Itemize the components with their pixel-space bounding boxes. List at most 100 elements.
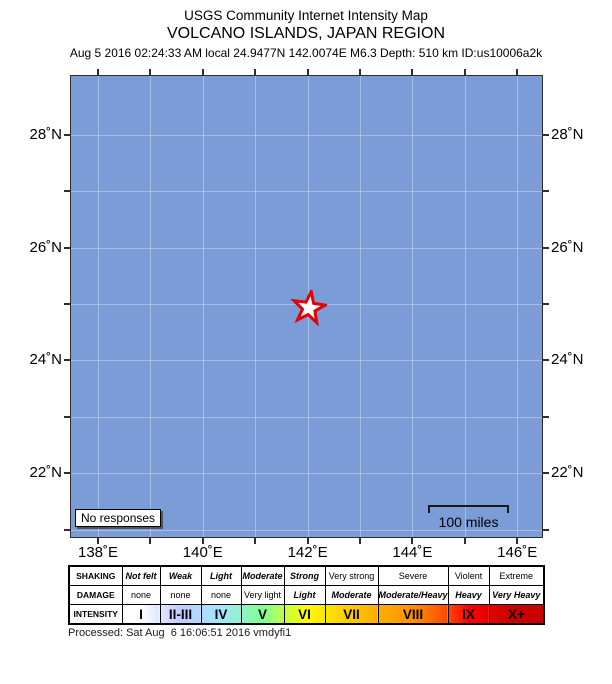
legend-row-label-shaking: SHAKING — [68, 565, 123, 586]
longitude-tick-top — [254, 68, 257, 75]
latitude-label-right: 24˚N — [551, 351, 584, 369]
damage-cell: Very light — [240, 585, 285, 605]
damage-cell: Light — [283, 585, 326, 605]
latitude-label-right: 28˚N — [551, 125, 584, 143]
no-responses-badge: No responses — [75, 509, 162, 527]
damage-cell: none — [200, 585, 242, 605]
latitude-tick-right — [543, 302, 549, 305]
shaking-cell: Weak — [159, 565, 202, 586]
latitude-label-right: 22˚N — [551, 464, 584, 482]
legend-row-label-intensity: INTENSITY — [68, 604, 123, 625]
longitude-tick-bottom — [201, 538, 204, 544]
longitude-tick-bottom — [411, 538, 414, 544]
shaking-cell: Light — [200, 565, 242, 586]
longitude-gridline — [98, 76, 99, 537]
latitude-tick-right — [543, 190, 549, 193]
intensity-cell: IV — [200, 604, 242, 625]
epicenter-star-icon — [290, 289, 327, 326]
longitude-label: 140˚E — [182, 544, 223, 561]
latitude-tick-right — [543, 472, 549, 475]
intensity-cell: IX — [447, 604, 490, 625]
latitude-tick-left — [63, 190, 70, 193]
latitude-tick-right — [543, 415, 549, 418]
intensity-legend-table: SHAKING Not felt Weak Light Moderate Str… — [68, 565, 546, 625]
latitude-tick-right — [543, 528, 549, 531]
legend-shaking-row: SHAKING Not felt Weak Light Moderate Str… — [68, 565, 545, 586]
shaking-cell: Strong — [283, 565, 326, 586]
longitude-gridline — [464, 76, 466, 537]
latitude-gridline — [71, 191, 542, 193]
latitude-tick-left — [63, 133, 70, 136]
latitude-label-left: 28˚N — [29, 125, 62, 143]
legend-intensity-row: INTENSITY I II-III IV V VI VII VIII IX X… — [68, 604, 545, 625]
shaking-cell: Moderate — [240, 565, 285, 586]
longitude-tick-top — [201, 68, 204, 75]
damage-cell: Heavy — [447, 585, 490, 605]
shaking-cell: Not felt — [121, 565, 161, 586]
latitude-tick-left — [63, 415, 70, 418]
damage-cell: Moderate/Heavy — [377, 585, 449, 605]
event-info-line: Aug 5 2016 02:24:33 AM local 24.9477N 14… — [69, 46, 543, 60]
intensity-cell: V — [240, 604, 285, 625]
longitude-tick-top — [411, 68, 414, 75]
latitude-gridline — [71, 247, 542, 249]
longitude-label: 138˚E — [77, 544, 119, 561]
map-canvas: No responses 100 miles — [70, 75, 543, 538]
damage-cell: Very Heavy — [488, 585, 545, 605]
intensity-cell: X+ — [488, 604, 545, 625]
longitude-gridline — [202, 76, 204, 537]
longitude-tick-top — [516, 68, 519, 75]
intensity-cell: VII — [324, 604, 379, 625]
legend-row-label-damage: DAMAGE — [68, 585, 123, 605]
longitude-tick-top — [463, 68, 466, 75]
longitude-label: 142˚E — [287, 544, 328, 561]
latitude-tick-left — [63, 302, 70, 305]
longitude-tick-bottom — [463, 538, 466, 544]
longitude-tick-bottom — [306, 538, 309, 544]
latitude-label-left: 22˚N — [29, 464, 62, 482]
damage-cell: none — [159, 585, 202, 605]
latitude-label-left: 24˚N — [29, 351, 62, 369]
latitude-gridline — [71, 134, 542, 136]
shaking-cell: Violent — [447, 565, 490, 586]
latitude-label-right: 26˚N — [551, 238, 584, 256]
longitude-gridline — [255, 76, 257, 537]
legend-damage-row: DAMAGE none none none Very light Light M… — [68, 585, 545, 605]
longitude-label: 144˚E — [392, 544, 433, 561]
latitude-tick-left — [63, 528, 70, 531]
longitude-tick-top — [149, 68, 152, 75]
processed-timestamp: Processed: Sat Aug 6 16:06:51 2016 vmdyf… — [68, 627, 292, 639]
latitude-gridline — [71, 360, 542, 362]
shaking-cell: Very strong — [324, 565, 379, 586]
damage-cell: Moderate — [324, 585, 379, 605]
longitude-tick-bottom — [254, 538, 257, 544]
longitude-tick-bottom — [516, 538, 519, 544]
scale-bar-label: 100 miles — [438, 514, 499, 530]
latitude-gridline — [71, 529, 542, 531]
longitude-gridline — [517, 76, 519, 537]
latitude-tick-right — [543, 246, 549, 249]
latitude-gridline — [71, 416, 542, 418]
latitude-label-left: 26˚N — [29, 238, 62, 256]
damage-cell: none — [121, 585, 161, 605]
longitude-tick-bottom — [359, 538, 361, 544]
intensity-cell: VI — [283, 604, 326, 625]
shaking-cell: Extreme — [488, 565, 545, 586]
longitude-gridline — [360, 76, 361, 537]
intensity-cell: II-III — [159, 604, 202, 625]
longitude-tick-bottom — [97, 538, 99, 544]
longitude-tick-top — [359, 68, 361, 75]
latitude-tick-right — [543, 133, 549, 136]
longitude-label: 146˚E — [497, 544, 538, 561]
shaking-cell: Severe — [377, 565, 449, 586]
latitude-tick-left — [63, 246, 70, 249]
intensity-cell: VIII — [377, 604, 449, 625]
region-title: VOLCANO ISLANDS, JAPAN REGION — [167, 25, 445, 42]
longitude-tick-bottom — [149, 538, 152, 544]
latitude-tick-right — [543, 359, 549, 362]
longitude-tick-top — [97, 68, 99, 75]
scale-bar-bracket — [428, 505, 509, 513]
intensity-cell: I — [121, 604, 161, 625]
longitude-gridline — [412, 76, 414, 537]
